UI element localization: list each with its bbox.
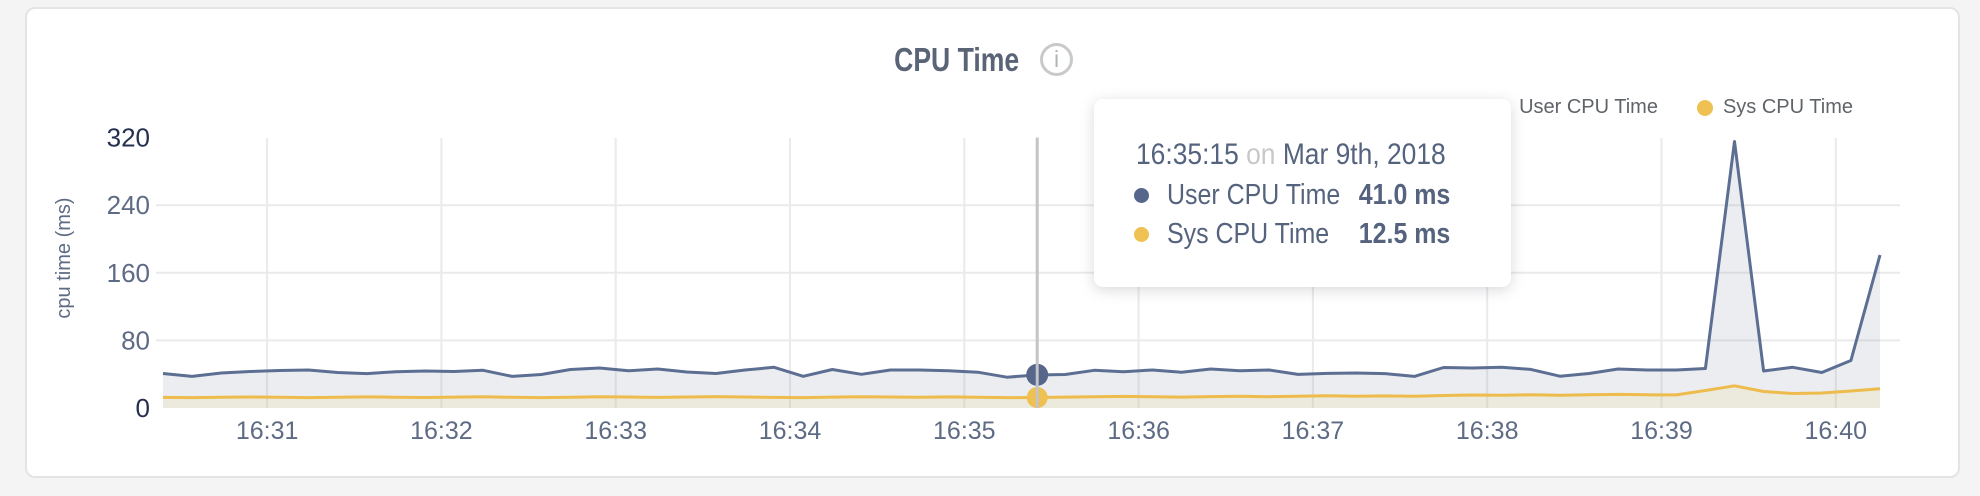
svg-text:16:35: 16:35: [933, 417, 996, 445]
svg-text:80: 80: [121, 325, 150, 355]
svg-text:16:31: 16:31: [236, 417, 299, 445]
svg-text:240: 240: [107, 190, 150, 220]
svg-text:0: 0: [136, 393, 150, 423]
svg-text:160: 160: [107, 258, 150, 288]
svg-text:16:34: 16:34: [759, 417, 822, 445]
svg-text:16:38: 16:38: [1456, 417, 1519, 445]
svg-text:16:36: 16:36: [1107, 417, 1170, 445]
svg-text:16:40: 16:40: [1805, 417, 1868, 445]
svg-text:320: 320: [107, 123, 150, 153]
svg-text:16:33: 16:33: [584, 417, 647, 445]
svg-text:16:32: 16:32: [410, 417, 473, 445]
svg-text:16:39: 16:39: [1630, 417, 1693, 445]
svg-text:cpu time (ms): cpu time (ms): [53, 197, 75, 318]
svg-text:16:37: 16:37: [1282, 417, 1345, 445]
